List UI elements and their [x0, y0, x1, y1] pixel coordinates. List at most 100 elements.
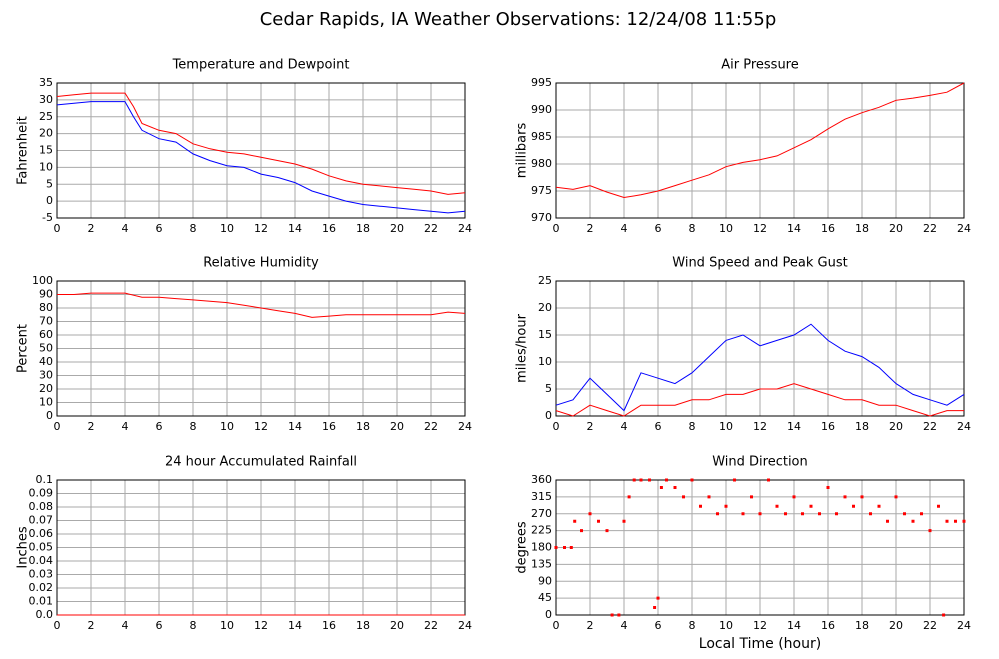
y-tick-label: 0 — [46, 194, 53, 207]
point — [784, 512, 787, 516]
chart-title: Wind Direction — [712, 455, 808, 470]
plot-frame — [555, 280, 965, 417]
x-tick-label: 2 — [587, 222, 594, 235]
y-tick-label: 0.01 — [29, 595, 54, 608]
y-tick-label: 90 — [538, 574, 552, 587]
x-tick-label: 20 — [390, 222, 404, 235]
y-tick-label: 985 — [531, 130, 552, 143]
x-tick-label: 24 — [458, 222, 472, 235]
x-tick-label: 4 — [122, 619, 129, 632]
y-tick-label: 15 — [538, 328, 552, 341]
x-tick-label: 2 — [587, 619, 594, 632]
x-tick-label: 4 — [122, 420, 129, 433]
x-tick-label: 14 — [787, 420, 801, 433]
x-tick-label: 12 — [254, 420, 268, 433]
x-tick-label: 16 — [322, 420, 336, 433]
x-tick-label: 24 — [458, 619, 472, 632]
y-tick-label: 90 — [39, 288, 53, 301]
point — [860, 495, 864, 499]
chart-title: Air Pressure — [721, 58, 799, 73]
series-line — [56, 101, 466, 214]
x-tick-label: 16 — [322, 222, 336, 235]
y-tick-label: 225 — [531, 524, 552, 537]
series-line — [555, 82, 965, 199]
x-tick-label: 6 — [156, 222, 163, 235]
point — [580, 529, 583, 533]
x-tick-label: 14 — [288, 619, 302, 632]
y-tick-label: 35 — [39, 76, 53, 89]
point — [699, 504, 702, 508]
y-tick-label: 995 — [531, 76, 552, 89]
x-tick-label: 22 — [424, 619, 438, 632]
y-tick-label: 970 — [531, 211, 552, 224]
point — [886, 519, 889, 523]
x-tick-label: 20 — [889, 420, 903, 433]
series-line — [555, 383, 964, 417]
point — [758, 512, 762, 516]
x-tick-label: 6 — [655, 420, 662, 433]
y-tick-label: 5 — [545, 382, 552, 395]
y-tick-label: 0.0 — [36, 608, 54, 621]
x-tick-label: 4 — [621, 420, 628, 433]
x-tick-label: 22 — [424, 222, 438, 235]
y-tick-label: 10 — [39, 396, 53, 409]
point — [775, 504, 779, 508]
x-tick-label: 10 — [220, 619, 234, 632]
y-tick-label: 0 — [545, 608, 552, 621]
chart-title: 24 hour Accumulated Rainfall — [165, 455, 357, 470]
point — [648, 478, 651, 482]
x-tick-label: 16 — [821, 420, 835, 433]
series-line — [57, 292, 466, 318]
x-tick-label: 10 — [719, 619, 733, 632]
x-tick-label: 2 — [88, 420, 95, 433]
x-tick-label: 20 — [889, 619, 903, 632]
point — [826, 486, 830, 489]
point — [733, 478, 736, 482]
x-tick-label: 22 — [424, 420, 438, 433]
series-line — [56, 92, 466, 195]
point — [818, 512, 821, 516]
chart-title: Relative Humidity — [203, 256, 319, 271]
x-tick-label: 18 — [356, 420, 370, 433]
page-title: Cedar Rapids, IA Weather Observations: 1… — [260, 9, 777, 30]
y-tick-label: 315 — [531, 490, 552, 503]
point — [665, 478, 668, 482]
point — [894, 495, 898, 499]
series-line — [555, 323, 965, 412]
point — [954, 519, 957, 523]
x-tick-label: 2 — [88, 619, 95, 632]
y-tick-label: 15 — [39, 144, 53, 157]
y-tick-label: 990 — [531, 103, 552, 116]
point — [801, 512, 804, 516]
y-tick-label: 70 — [39, 315, 53, 328]
y-tick-label: 980 — [531, 157, 552, 170]
x-tick-label: 10 — [719, 222, 733, 235]
point — [656, 596, 660, 600]
x-tick-label: 8 — [689, 619, 696, 632]
y-axis-label: degrees — [515, 521, 530, 574]
y-tick-label: -5 — [42, 211, 53, 224]
x-tick-label: 16 — [821, 619, 835, 632]
point — [741, 512, 745, 516]
point — [605, 529, 609, 533]
y-tick-label: 30 — [39, 369, 53, 382]
y-tick-label: 10 — [39, 160, 53, 173]
x-tick-label: 6 — [156, 420, 163, 433]
y-tick-label: 5 — [46, 177, 53, 190]
x-tick-label: 8 — [190, 420, 197, 433]
x-tick-label: 8 — [689, 420, 696, 433]
x-tick-label: 0 — [54, 222, 61, 235]
point — [597, 519, 600, 523]
x-tick-label: 22 — [923, 420, 937, 433]
y-tick-label: 20 — [39, 127, 53, 140]
point — [724, 504, 728, 508]
point — [653, 606, 657, 609]
y-tick-label: 20 — [39, 382, 53, 395]
y-tick-label: 10 — [538, 355, 552, 368]
point — [627, 495, 631, 499]
y-tick-label: 270 — [531, 507, 552, 520]
y-tick-label: 0 — [545, 409, 552, 422]
y-tick-label: 80 — [39, 301, 53, 314]
x-tick-label: 0 — [54, 619, 61, 632]
